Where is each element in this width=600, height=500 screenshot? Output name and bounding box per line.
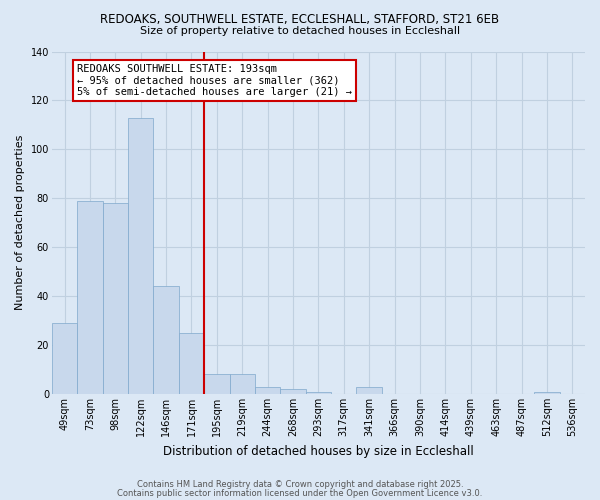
Bar: [179, 333, 204, 394]
Bar: [128, 118, 154, 394]
Bar: [306, 392, 331, 394]
Bar: [77, 200, 103, 394]
X-axis label: Distribution of detached houses by size in Eccleshall: Distribution of detached houses by size …: [163, 444, 474, 458]
Bar: [52, 323, 77, 394]
Text: Contains HM Land Registry data © Crown copyright and database right 2025.: Contains HM Land Registry data © Crown c…: [137, 480, 463, 489]
Bar: [103, 203, 128, 394]
Text: Size of property relative to detached houses in Eccleshall: Size of property relative to detached ho…: [140, 26, 460, 36]
Bar: [356, 386, 382, 394]
Bar: [230, 374, 255, 394]
Bar: [255, 386, 280, 394]
Text: REDOAKS SOUTHWELL ESTATE: 193sqm
← 95% of detached houses are smaller (362)
5% o: REDOAKS SOUTHWELL ESTATE: 193sqm ← 95% o…: [77, 64, 352, 97]
Bar: [280, 389, 306, 394]
Bar: [534, 392, 560, 394]
Text: Contains public sector information licensed under the Open Government Licence v3: Contains public sector information licen…: [118, 488, 482, 498]
Text: REDOAKS, SOUTHWELL ESTATE, ECCLESHALL, STAFFORD, ST21 6EB: REDOAKS, SOUTHWELL ESTATE, ECCLESHALL, S…: [100, 12, 500, 26]
Bar: [154, 286, 179, 394]
Y-axis label: Number of detached properties: Number of detached properties: [15, 135, 25, 310]
Bar: [204, 374, 230, 394]
